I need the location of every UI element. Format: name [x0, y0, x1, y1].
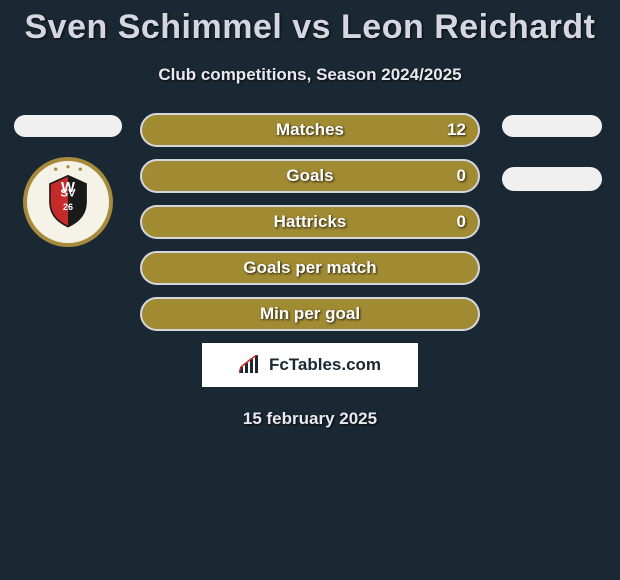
svg-text:W: W — [61, 180, 75, 196]
fctables-watermark: FcTables.com — [202, 343, 418, 387]
page-title: Sven Schimmel vs Leon Reichardt — [0, 0, 620, 47]
stat-row: Min per goal — [140, 297, 480, 331]
stat-row: Matches12 — [140, 113, 480, 147]
player-left-name-pill — [14, 115, 122, 137]
stat-value-right: 12 — [447, 113, 466, 147]
watermark-text: FcTables.com — [269, 355, 381, 375]
player-right-column — [492, 113, 612, 191]
bar-chart-icon — [239, 355, 263, 375]
subtitle: Club competitions, Season 2024/2025 — [0, 65, 620, 85]
club-badge-left: SV W 26 — [23, 157, 113, 247]
stat-value-right: 0 — [457, 205, 466, 239]
stat-row: Goals0 — [140, 159, 480, 193]
stat-label: Min per goal — [140, 297, 480, 331]
stat-row: Goals per match — [140, 251, 480, 285]
wehen-wiesbaden-icon: SV W 26 — [27, 161, 109, 243]
stat-value-right: 0 — [457, 159, 466, 193]
player-right-team-pill — [502, 167, 602, 191]
svg-text:26: 26 — [63, 202, 73, 212]
stat-label: Goals — [140, 159, 480, 193]
stat-label: Goals per match — [140, 251, 480, 285]
stat-label: Hattricks — [140, 205, 480, 239]
date-label: 15 february 2025 — [0, 409, 620, 429]
stat-rows: Matches12Goals0Hattricks0Goals per match… — [140, 113, 480, 331]
player-left-column: SV W 26 — [8, 113, 128, 247]
stat-label: Matches — [140, 113, 480, 147]
comparison-panel: SV W 26 Matches12Goals0Hattricks0Goals p… — [0, 113, 620, 429]
stat-row: Hattricks0 — [140, 205, 480, 239]
player-right-name-pill — [502, 115, 602, 137]
